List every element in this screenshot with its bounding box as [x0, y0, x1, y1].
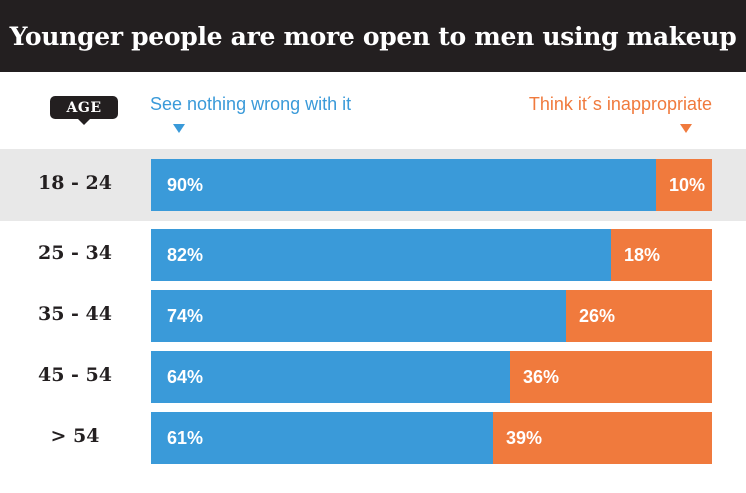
legend-arrow-1-icon	[173, 124, 185, 133]
legend-series-2: Think it´s inappropriate	[528, 94, 712, 114]
chart-title: Younger people are more open to men usin…	[9, 21, 737, 51]
legend-series-1: See nothing wrong with it	[150, 94, 352, 114]
data-label: 64%	[167, 366, 204, 387]
data-label: 82%	[167, 244, 204, 265]
title-bar: Younger people are more open to men usin…	[0, 0, 746, 72]
data-label: 90%	[167, 174, 204, 195]
age-header-badge: AGE	[50, 96, 118, 125]
age-label: 35 - 44	[38, 303, 112, 325]
bar-segment-inappropriate: 36%	[510, 351, 712, 403]
bar-segment-nothing-wrong: 61%	[151, 412, 493, 464]
bar-segment-inappropriate: 18%	[611, 229, 712, 281]
bar-segment-nothing-wrong: 82%	[151, 229, 611, 281]
bar-segment-inappropriate: 26%	[566, 290, 712, 342]
bar-segment-nothing-wrong: 74%	[151, 290, 566, 342]
data-label: 10%	[669, 174, 706, 195]
age-label: 25 - 34	[38, 242, 112, 264]
bar-segment-inappropriate: 10%	[656, 159, 712, 211]
bar-segment-nothing-wrong: 90%	[151, 159, 656, 211]
bar-segment-inappropriate: 39%	[493, 412, 712, 464]
data-label: 74%	[167, 305, 204, 326]
data-label: 36%	[523, 366, 560, 387]
data-label: 61%	[167, 427, 204, 448]
age-label: 18 - 24	[38, 172, 112, 194]
legend-arrow-2-icon	[680, 124, 692, 133]
data-label: 18%	[624, 244, 661, 265]
data-label: 39%	[506, 427, 543, 448]
age-label: 45 - 54	[38, 364, 112, 386]
age-label: > 54	[50, 425, 100, 447]
data-label: 26%	[579, 305, 616, 326]
bar-segment-nothing-wrong: 64%	[151, 351, 510, 403]
